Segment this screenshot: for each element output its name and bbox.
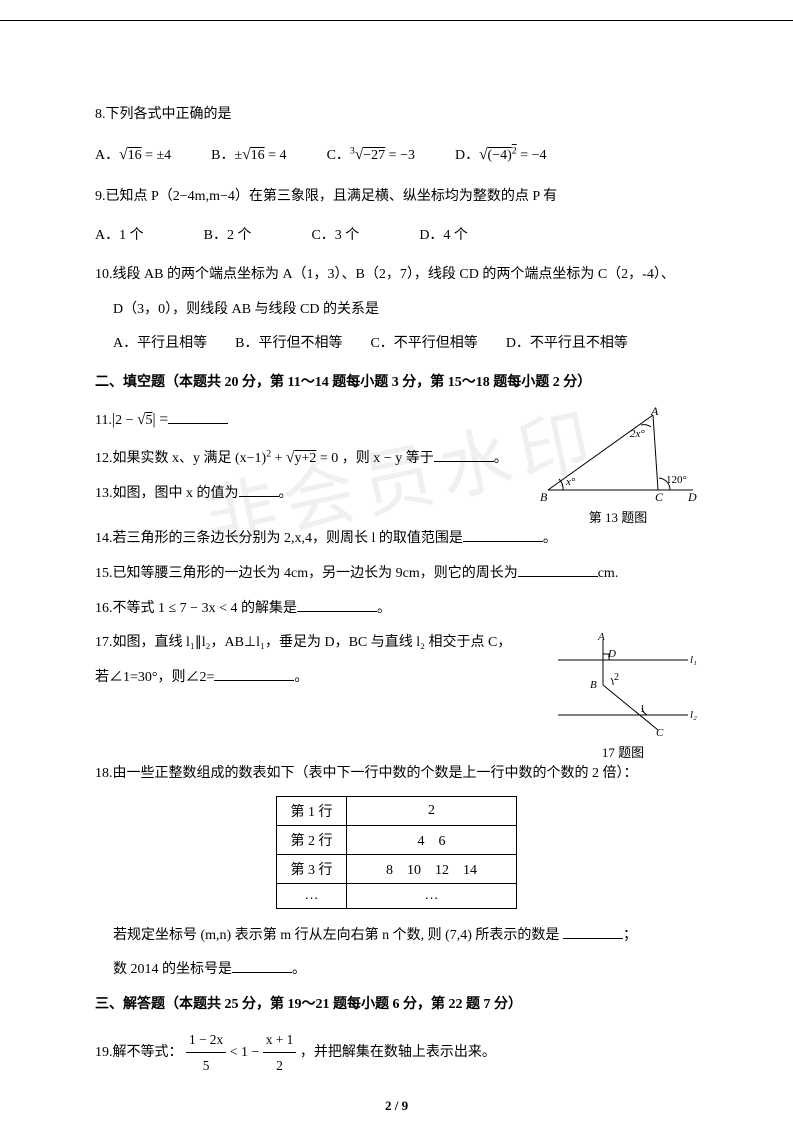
svg-text:A: A xyxy=(650,405,659,418)
q10-options: A．平行且相等 B．平行但不相等 C．不平行但相等 D．不平行且不相等 xyxy=(95,331,698,356)
q8-C: C．3√−27 = −3 xyxy=(327,141,415,169)
svg-text:2: 2 xyxy=(614,672,619,683)
q9-options: A．1 个 B．2 个 C．3 个 D．4 个 xyxy=(95,223,698,248)
q10-D: D．不平行且不相等 xyxy=(506,331,628,356)
svg-text:A: A xyxy=(597,631,605,643)
triangle-diagram-icon: A B C D x° 2x° 120° xyxy=(538,405,698,505)
q10-B: B．平行但不相等 xyxy=(235,331,342,356)
q8-A: A．√16 = ±4 xyxy=(95,141,171,169)
q9-C: C．3 个 xyxy=(311,223,359,248)
q8-options: A．√16 = ±4 B．±√16 = 4 C．3√−27 = −3 D．√(−… xyxy=(95,141,698,169)
q13-figure: A B C D x° 2x° 120° 第 13 题图 xyxy=(538,405,698,526)
q9-D: D．4 个 xyxy=(419,223,468,248)
blank xyxy=(297,598,377,612)
blank xyxy=(232,959,292,973)
q18-table: 第 1 行2 第 2 行4 6 第 3 行8 10 12 14 …… xyxy=(276,796,517,909)
q18-p2: 数 2014 的坐标号是。 xyxy=(95,957,698,984)
table-row: 第 3 行8 10 12 14 xyxy=(277,854,517,883)
page: 非会员水印 8.下列各式中正确的是 A．√16 = ±4 B．±√16 = 4 … xyxy=(0,20,793,1142)
q15: 15.已知等腰三角形的一边长为 4cm，另一边长为 9cm，则它的周长为cm. xyxy=(95,561,698,588)
q10-stem1: 10.线段 AB 的两个端点坐标为 A（1，3）、B（2，7），线段 CD 的两… xyxy=(95,262,698,289)
q16: 16.不等式 1 ≤ 7 − 3x < 4 的解集是。 xyxy=(95,596,698,623)
q9-B: B．2 个 xyxy=(204,223,252,248)
svg-text:C: C xyxy=(655,490,664,504)
fraction: x + 12 xyxy=(263,1027,296,1079)
q9-A: A．1 个 xyxy=(95,223,144,248)
q14: 14.若三角形的三条边长分别为 2,x,4，则周长 l 的取值范围是。 xyxy=(95,526,698,553)
q18-p1: 若规定坐标号 (m,n) 表示第 m 行从左向右第 n 个数, 则 (7,4) … xyxy=(95,923,698,950)
svg-text:B: B xyxy=(540,490,548,504)
page-footer: 2 / 9 xyxy=(0,1098,793,1114)
svg-text:120°: 120° xyxy=(666,474,687,486)
svg-text:l₁: l₁ xyxy=(690,654,697,666)
q10-C: C．不平行但相等 xyxy=(370,331,477,356)
q10-A: A．平行且相等 xyxy=(113,331,207,356)
q17-l2: 若∠1=30°，则∠2=。 xyxy=(95,665,538,692)
svg-text:C: C xyxy=(656,727,664,739)
q17-caption: 17 题图 xyxy=(548,742,698,761)
q17-l1: 17.如图，直线 l₁∥l₂，AB⊥l₁，垂足为 D，BC 与直线 l₂ 相交于… xyxy=(95,630,538,657)
q8-B: B．±√16 = 4 xyxy=(211,141,286,169)
svg-text:D: D xyxy=(687,490,697,504)
blank xyxy=(518,563,598,577)
q12: 12.如果实数 x、y 满足 (x−1)2 + √y+2 = 0 ，则 x − … xyxy=(95,443,528,473)
q9-stem: 9.已知点 P（2−4m,m−4）在第三象限，且满足横、纵坐标均为整数的点 P … xyxy=(95,183,698,211)
blank xyxy=(434,448,494,462)
q10-stem2: D（3，0），则线段 AB 与线段 CD 的关系是 xyxy=(95,297,698,324)
q19: 19.解不等式： 1 − 2x5 < 1 − x + 12 ，并把解集在数轴上表… xyxy=(95,1027,698,1079)
section3-heading: 三、解答题（本题共 25 分，第 19～21 题每小题 6 分，第 22 题 7… xyxy=(95,992,698,1017)
q11-13-row: 11.|2 − √5| = 12.如果实数 x、y 满足 (x−1)2 + √y… xyxy=(95,405,698,526)
q8-D: D．√(−4)2 = −4 xyxy=(455,141,547,169)
svg-text:1: 1 xyxy=(640,704,645,715)
svg-text:B: B xyxy=(590,679,597,691)
q17-row: 17.如图，直线 l₁∥l₂，AB⊥l₁，垂足为 D，BC 与直线 l₂ 相交于… xyxy=(95,630,698,761)
blank xyxy=(239,483,279,497)
svg-text:2x°: 2x° xyxy=(630,428,645,440)
q13-caption: 第 13 题图 xyxy=(538,507,698,526)
table-row: 第 2 行4 6 xyxy=(277,825,517,854)
q8-stem: 8.下列各式中正确的是 xyxy=(95,101,698,129)
svg-text:x°: x° xyxy=(565,476,576,488)
q11: 11.|2 − √5| = xyxy=(95,405,528,435)
table-row: …… xyxy=(277,883,517,908)
q17-figure: A D B C l₁ l₂ 2 1 17 题图 xyxy=(548,630,698,761)
section2-heading: 二、填空题（本题共 20 分，第 11～14 题每小题 3 分，第 15～18 … xyxy=(95,370,698,395)
blank xyxy=(214,667,294,681)
svg-text:l₂: l₂ xyxy=(690,709,697,721)
q18-stem: 18.由一些正整数组成的数表如下（表中下一行中数的个数是上一行中数的个数的 2 … xyxy=(95,761,698,788)
blank xyxy=(463,528,543,542)
table-row: 第 1 行2 xyxy=(277,796,517,825)
fraction: 1 − 2x5 xyxy=(186,1027,226,1079)
parallel-lines-diagram-icon: A D B C l₁ l₂ 2 1 xyxy=(548,630,698,740)
blank xyxy=(563,925,623,939)
q13: 13.如图，图中 x 的值为。 xyxy=(95,481,528,508)
blank xyxy=(168,410,228,424)
